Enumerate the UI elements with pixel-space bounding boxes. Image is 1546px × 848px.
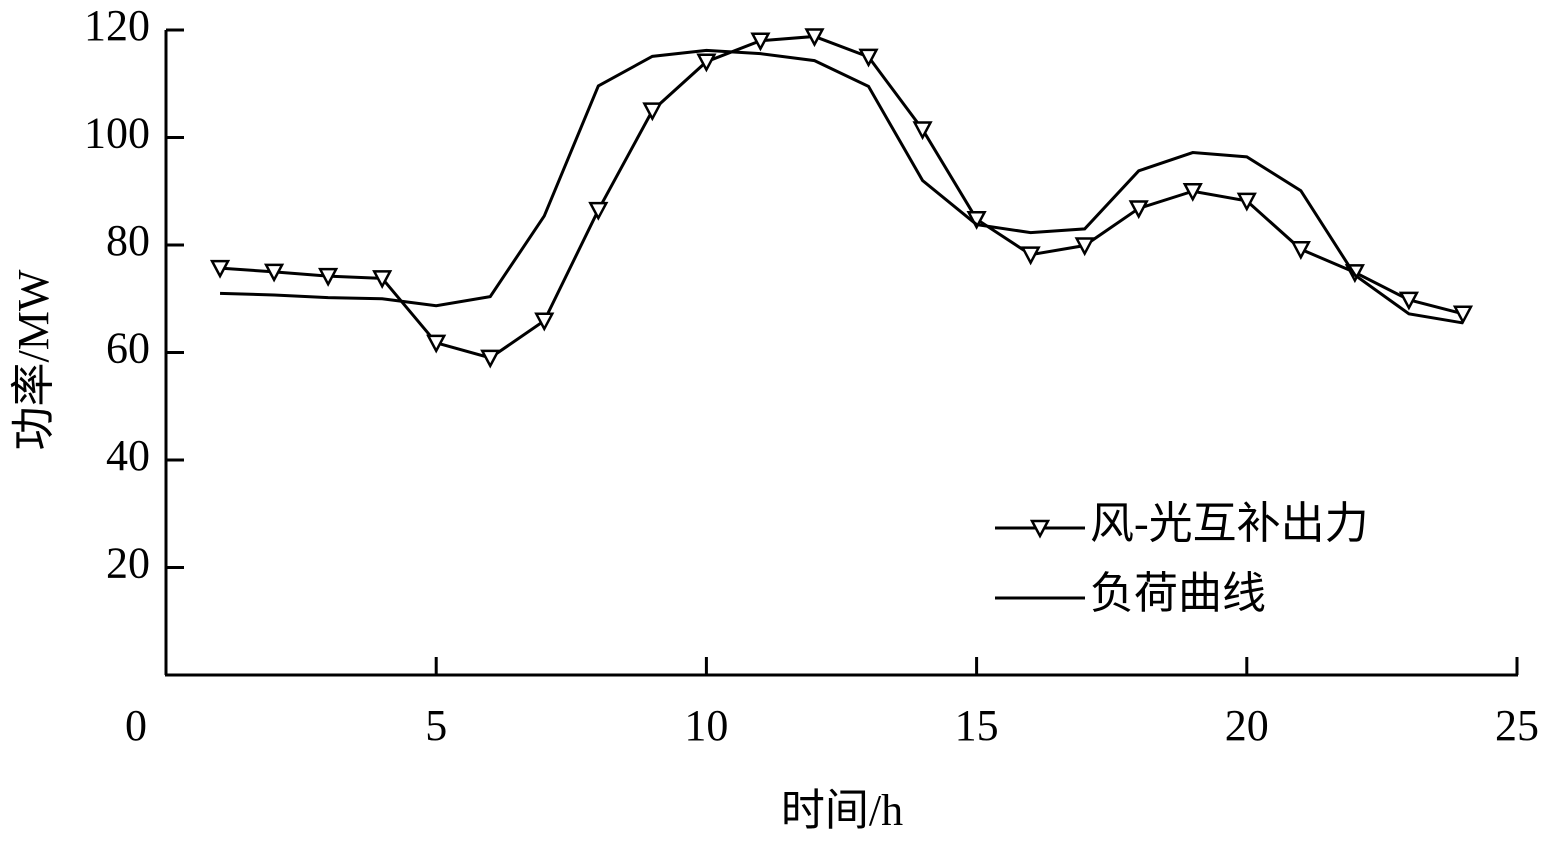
marker <box>1398 291 1420 311</box>
marker <box>1236 192 1257 212</box>
marker <box>372 270 393 289</box>
y-tick-label: 60 <box>106 324 150 373</box>
x-tick-label: 15 <box>955 701 999 750</box>
x-tick-label: 25 <box>1495 701 1539 750</box>
series-line <box>219 34 1464 360</box>
x-tick-label: 20 <box>1225 701 1269 750</box>
marker <box>426 334 447 354</box>
marker <box>1182 183 1203 202</box>
marker <box>750 32 771 52</box>
marker <box>912 121 933 141</box>
marker <box>209 259 231 279</box>
x-axis-label: 时间/h <box>781 786 903 835</box>
x-tick-label: 10 <box>684 701 728 750</box>
marker <box>480 349 501 369</box>
marker <box>642 102 663 122</box>
marker <box>263 263 285 283</box>
marker <box>804 28 825 48</box>
y-tick-label: 20 <box>106 539 150 588</box>
x-tick-label: 0 <box>125 701 147 750</box>
legend-label: 负荷曲线 <box>1090 569 1266 618</box>
marker <box>858 48 879 68</box>
marker <box>1290 241 1311 260</box>
marker <box>1452 305 1474 325</box>
y-tick-label: 40 <box>106 431 150 480</box>
x-tick-label: 5 <box>425 701 447 750</box>
y-tick-label: 120 <box>84 1 150 50</box>
y-tick-label: 80 <box>106 216 150 265</box>
y-axis-label: 功率/MW <box>9 269 58 450</box>
marker <box>318 267 339 287</box>
y-tick-label: 100 <box>84 109 150 158</box>
marker <box>1128 200 1149 220</box>
series-line <box>219 48 1464 325</box>
marker <box>696 53 717 73</box>
marker <box>1074 237 1095 257</box>
marker <box>534 312 555 332</box>
legend-label: 风-光互补出力 <box>1090 499 1369 548</box>
marker <box>588 201 609 221</box>
legend-marker <box>1029 519 1051 539</box>
marker <box>1020 246 1041 266</box>
